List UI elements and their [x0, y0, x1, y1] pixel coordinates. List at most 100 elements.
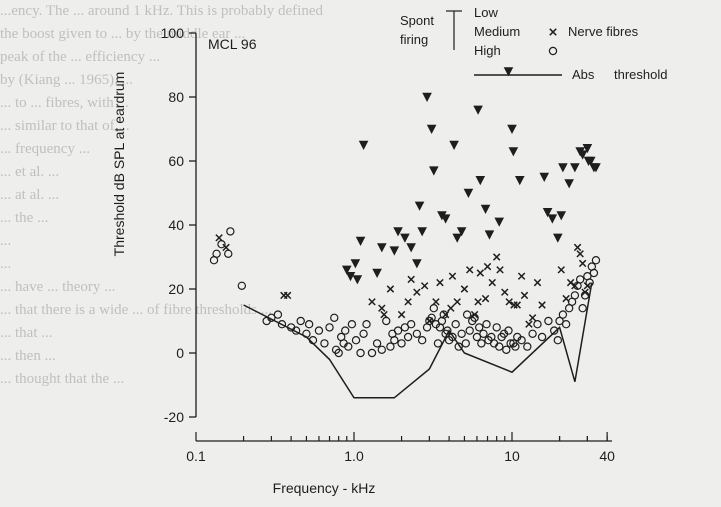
data-point-medium	[483, 262, 492, 271]
data-point-high	[511, 342, 520, 351]
data-point-high	[517, 336, 526, 345]
data-point-high	[403, 332, 413, 342]
data-point-high	[267, 313, 276, 322]
y-axis-label: Threshold dB SPL at eardrum	[111, 72, 127, 257]
data-point-high	[580, 291, 590, 300]
data-point-low	[564, 179, 574, 189]
background-text-line: ... then ...	[0, 348, 56, 364]
data-point-high	[237, 281, 247, 290]
legend-label-low: Low	[474, 5, 498, 20]
y-tick-label: 20	[168, 281, 184, 297]
background-text-line: ... have ... theory ...	[0, 279, 116, 295]
data-point-low	[553, 233, 563, 243]
data-point-medium	[513, 301, 522, 309]
data-point-high	[217, 239, 226, 249]
data-point-low	[440, 214, 451, 224]
data-point-low	[577, 150, 588, 160]
data-point-high	[277, 320, 287, 329]
data-point-high	[561, 320, 571, 329]
data-point-high	[533, 320, 542, 329]
data-point-high	[477, 339, 486, 348]
data-point-high	[314, 326, 324, 335]
data-point-medium	[386, 285, 395, 293]
data-point-high	[570, 291, 580, 300]
data-point-medium	[448, 272, 457, 280]
data-point-medium	[413, 288, 421, 296]
data-point-low	[414, 201, 425, 211]
data-point-medium	[378, 304, 386, 312]
data-point-low	[355, 236, 366, 246]
data-point-medium	[368, 298, 376, 306]
background-text-line: ... that there is a wide ... of fibre th…	[0, 302, 273, 318]
data-point-high	[479, 329, 488, 338]
data-point-high	[296, 316, 305, 326]
x-tick-label: 0.1	[186, 448, 206, 464]
data-point-high	[504, 326, 513, 335]
data-point-high	[291, 326, 301, 335]
legend-threshold-label: threshold	[614, 67, 667, 82]
data-point-high	[386, 342, 395, 351]
background-text-line: ...	[0, 256, 12, 272]
data-point-high	[390, 336, 399, 345]
y-tick-label: -20	[164, 409, 184, 425]
data-point-medium	[525, 320, 533, 328]
background-text: ...ency. The ... around 1 kHz. This is p…	[0, 3, 323, 387]
data-point-high	[528, 329, 537, 338]
data-point-medium	[215, 234, 223, 242]
data-point-low	[475, 176, 486, 186]
legend-heading-firing: firing	[400, 32, 428, 47]
background-text-line: ... similar to that of ...	[0, 118, 130, 134]
data-point-low	[484, 230, 495, 240]
data-point-high	[397, 339, 406, 348]
data-point-medium	[407, 275, 415, 284]
data-point-high	[382, 316, 391, 326]
data-point-low	[558, 163, 568, 173]
data-point-high	[367, 348, 377, 358]
data-point-low	[582, 144, 593, 154]
data-point-high	[406, 320, 416, 329]
data-point-high	[341, 326, 350, 335]
data-point-medium	[420, 282, 429, 290]
data-point-high	[472, 332, 482, 342]
data-point-high	[359, 329, 368, 338]
data-point-high	[492, 323, 501, 332]
data-point-low	[547, 214, 558, 224]
data-point-low	[494, 217, 505, 227]
data-point-low	[400, 233, 410, 243]
data-point-low	[429, 166, 439, 176]
data-point-high	[448, 332, 457, 342]
data-point-medium	[481, 294, 490, 303]
data-point-high	[544, 316, 553, 326]
legend: Spont firing Low Medium High Nerve fibre…	[400, 5, 667, 82]
data-point-low	[452, 233, 463, 243]
data-point-high	[550, 326, 559, 335]
data-point-low	[426, 124, 437, 134]
abs-threshold-layer	[243, 282, 593, 399]
data-point-high	[362, 320, 371, 329]
data-point-high	[356, 348, 365, 358]
data-point-medium	[474, 298, 482, 306]
data-point-medium	[222, 243, 230, 252]
background-text-line: ... the ...	[0, 210, 49, 226]
data-point-medium	[492, 253, 501, 261]
data-point-high	[578, 304, 587, 313]
data-point-high	[451, 320, 460, 329]
data-point-medium	[496, 266, 504, 274]
y-tick-label: 80	[168, 89, 184, 105]
data-point-medium	[465, 266, 474, 274]
data-point-high	[474, 323, 484, 332]
data-points-layer	[209, 67, 601, 358]
background-text-line: ... that ...	[0, 325, 53, 341]
data-point-medium	[441, 310, 450, 319]
data-point-high	[344, 342, 353, 351]
data-point-medium	[436, 278, 444, 287]
data-point-low	[456, 227, 467, 237]
data-point-low	[463, 188, 474, 198]
data-point-high	[585, 278, 594, 287]
data-point-high	[589, 268, 599, 278]
data-point-high	[347, 320, 357, 329]
data-point-high	[591, 256, 601, 265]
data-point-high	[412, 329, 422, 338]
data-point-medium	[528, 314, 537, 322]
